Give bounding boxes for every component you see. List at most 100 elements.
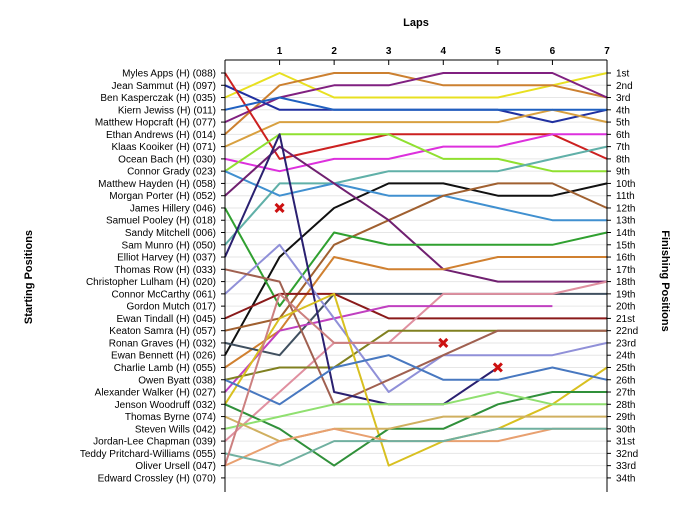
right-axis-title: Finishing Positions <box>659 230 671 331</box>
starting-label-20: Gordon Mutch (017) <box>127 302 217 313</box>
finishing-label-26: 26th <box>616 375 635 386</box>
series-line-12 <box>224 182 608 332</box>
finishing-label-30: 30th <box>616 424 635 435</box>
series-line-19 <box>224 305 553 393</box>
finishing-label-6: 6th <box>616 130 630 141</box>
finishing-label-29: 29th <box>616 412 635 423</box>
series-line-24 <box>224 292 608 467</box>
lap-label-5: 5 <box>495 46 501 57</box>
finishing-label-33: 33rd <box>616 461 636 472</box>
x-axis-title: Laps <box>403 17 429 29</box>
series-line-11 <box>224 170 607 222</box>
starting-label-5: Matthew Hopcraft (H) (077) <box>95 118 216 129</box>
starting-label-31: Jordan-Lee Chapman (039) <box>93 437 216 448</box>
retirement-marker-2 <box>438 337 449 349</box>
series-line-27 <box>224 391 607 430</box>
starting-label-26: Owen Byatt (038) <box>138 375 216 386</box>
finishing-label-17: 17th <box>616 265 635 276</box>
finishing-label-23: 23rd <box>616 338 636 349</box>
lap-label-3: 3 <box>386 46 392 57</box>
starting-label-18: Christopher Lulham (H) (020) <box>86 277 216 288</box>
starting-label-7: Klaas Kooiker (H) (071) <box>112 142 216 153</box>
series-line-1 <box>224 72 608 99</box>
starting-label-25: Charlie Lamb (H) (055) <box>114 363 216 374</box>
retirement-marker-3 <box>492 362 503 373</box>
finishing-label-21: 21st <box>616 314 635 325</box>
series-line-26 <box>224 391 607 467</box>
series-line-21 <box>224 243 608 393</box>
finishing-label-27: 27th <box>616 388 635 399</box>
left-axis-title: Starting Positions <box>23 230 35 324</box>
finishing-label-14: 14th <box>616 228 635 239</box>
finishing-label-32: 32nd <box>616 449 638 460</box>
finishing-label-20: 20th <box>616 302 635 313</box>
starting-label-29: Thomas Byrne (074) <box>125 412 216 423</box>
starting-label-6: Ethan Andrews (H) (014) <box>106 130 216 141</box>
finishing-label-4: 4th <box>616 105 630 116</box>
finishing-label-12: 12th <box>616 203 635 214</box>
starting-label-32: Teddy Pritchard-Williams (055) <box>80 449 216 460</box>
starting-label-2: Jean Sammut (H) (097) <box>112 81 216 92</box>
finishing-label-28: 28th <box>616 400 635 411</box>
series-line-18 <box>224 280 608 442</box>
finishing-label-11: 11th <box>616 191 635 202</box>
series-lines <box>224 72 608 467</box>
lap-tick-labels: 1 2 3 4 5 6 7 <box>277 46 610 57</box>
starting-label-17: Thomas Row (H) (033) <box>114 265 216 276</box>
finishing-label-18: 18th <box>616 277 635 288</box>
series-line-15 <box>224 256 607 369</box>
series-line-31 <box>224 292 444 466</box>
starting-label-22: Keaton Samra (H) (057) <box>109 326 216 337</box>
starting-label-11: Morgan Porter (H) (052) <box>109 191 216 202</box>
starting-position-labels: Myles Apps (H) (088)Jean Sammut (H) (097… <box>80 69 216 485</box>
lap-label-4: 4 <box>441 46 447 57</box>
lap-label-6: 6 <box>550 46 556 57</box>
starting-label-27: Alexander Walker (H) (027) <box>95 388 216 399</box>
finishing-label-19: 19th <box>616 289 635 300</box>
lap-label-1: 1 <box>277 46 283 57</box>
series-line-9 <box>224 145 608 246</box>
retirement-marker-1 <box>274 202 285 214</box>
starting-label-1: Myles Apps (H) (088) <box>122 69 216 80</box>
finishing-label-1: 1st <box>616 69 630 80</box>
starting-label-30: Steven Wills (042) <box>135 424 216 435</box>
lap-label-7: 7 <box>604 46 610 57</box>
axes <box>221 59 611 492</box>
starting-label-9: Connor Grady (023) <box>127 167 216 178</box>
series-line-23 <box>224 133 499 406</box>
series-line-10 <box>224 182 608 356</box>
starting-label-10: Matthew Hayden (H) (058) <box>98 179 216 190</box>
finishing-label-5: 5th <box>616 118 630 129</box>
series-line-30 <box>224 427 607 467</box>
finishing-label-34: 34th <box>616 473 635 484</box>
starting-label-28: Jenson Woodruff (032) <box>115 400 216 411</box>
starting-label-15: Sam Munro (H) (050) <box>122 240 216 251</box>
starting-label-14: Sandy Mitchell (006) <box>125 228 216 239</box>
lap-label-2: 2 <box>331 46 337 57</box>
series-line-8 <box>224 133 607 173</box>
starting-label-24: Ewan Bennett (H) (026) <box>111 351 216 362</box>
starting-label-3: Ben Kasperczak (H) (035) <box>100 93 216 104</box>
finishing-label-7: 7th <box>616 142 630 153</box>
series-line-32 <box>224 96 607 111</box>
starting-label-12: James Hillery (046) <box>130 203 216 214</box>
starting-label-16: Elliot Harvey (H) (037) <box>117 253 216 264</box>
finishing-label-25: 25th <box>616 363 635 374</box>
finishing-label-15: 15th <box>616 240 635 251</box>
series-line-3 <box>224 72 608 124</box>
starting-label-19: Connor McCarthy (061) <box>112 289 216 300</box>
finishing-label-2: 2nd <box>616 81 633 92</box>
finishing-label-9: 9th <box>616 167 630 178</box>
starting-label-23: Ronan Graves (H) (032) <box>109 338 216 349</box>
finishing-label-10: 10th <box>616 179 635 190</box>
finishing-label-31: 31st <box>616 437 635 448</box>
starting-label-4: Kiern Jewiss (H) (011) <box>118 105 216 116</box>
series-line-25 <box>224 354 608 406</box>
starting-label-8: Ocean Bach (H) (030) <box>118 154 216 165</box>
starting-label-21: Ewan Tindall (H) (045) <box>117 314 216 325</box>
series-line-6 <box>224 72 608 160</box>
series-line-5 <box>224 108 608 148</box>
starting-label-13: Samuel Pooley (H) (018) <box>106 216 216 227</box>
